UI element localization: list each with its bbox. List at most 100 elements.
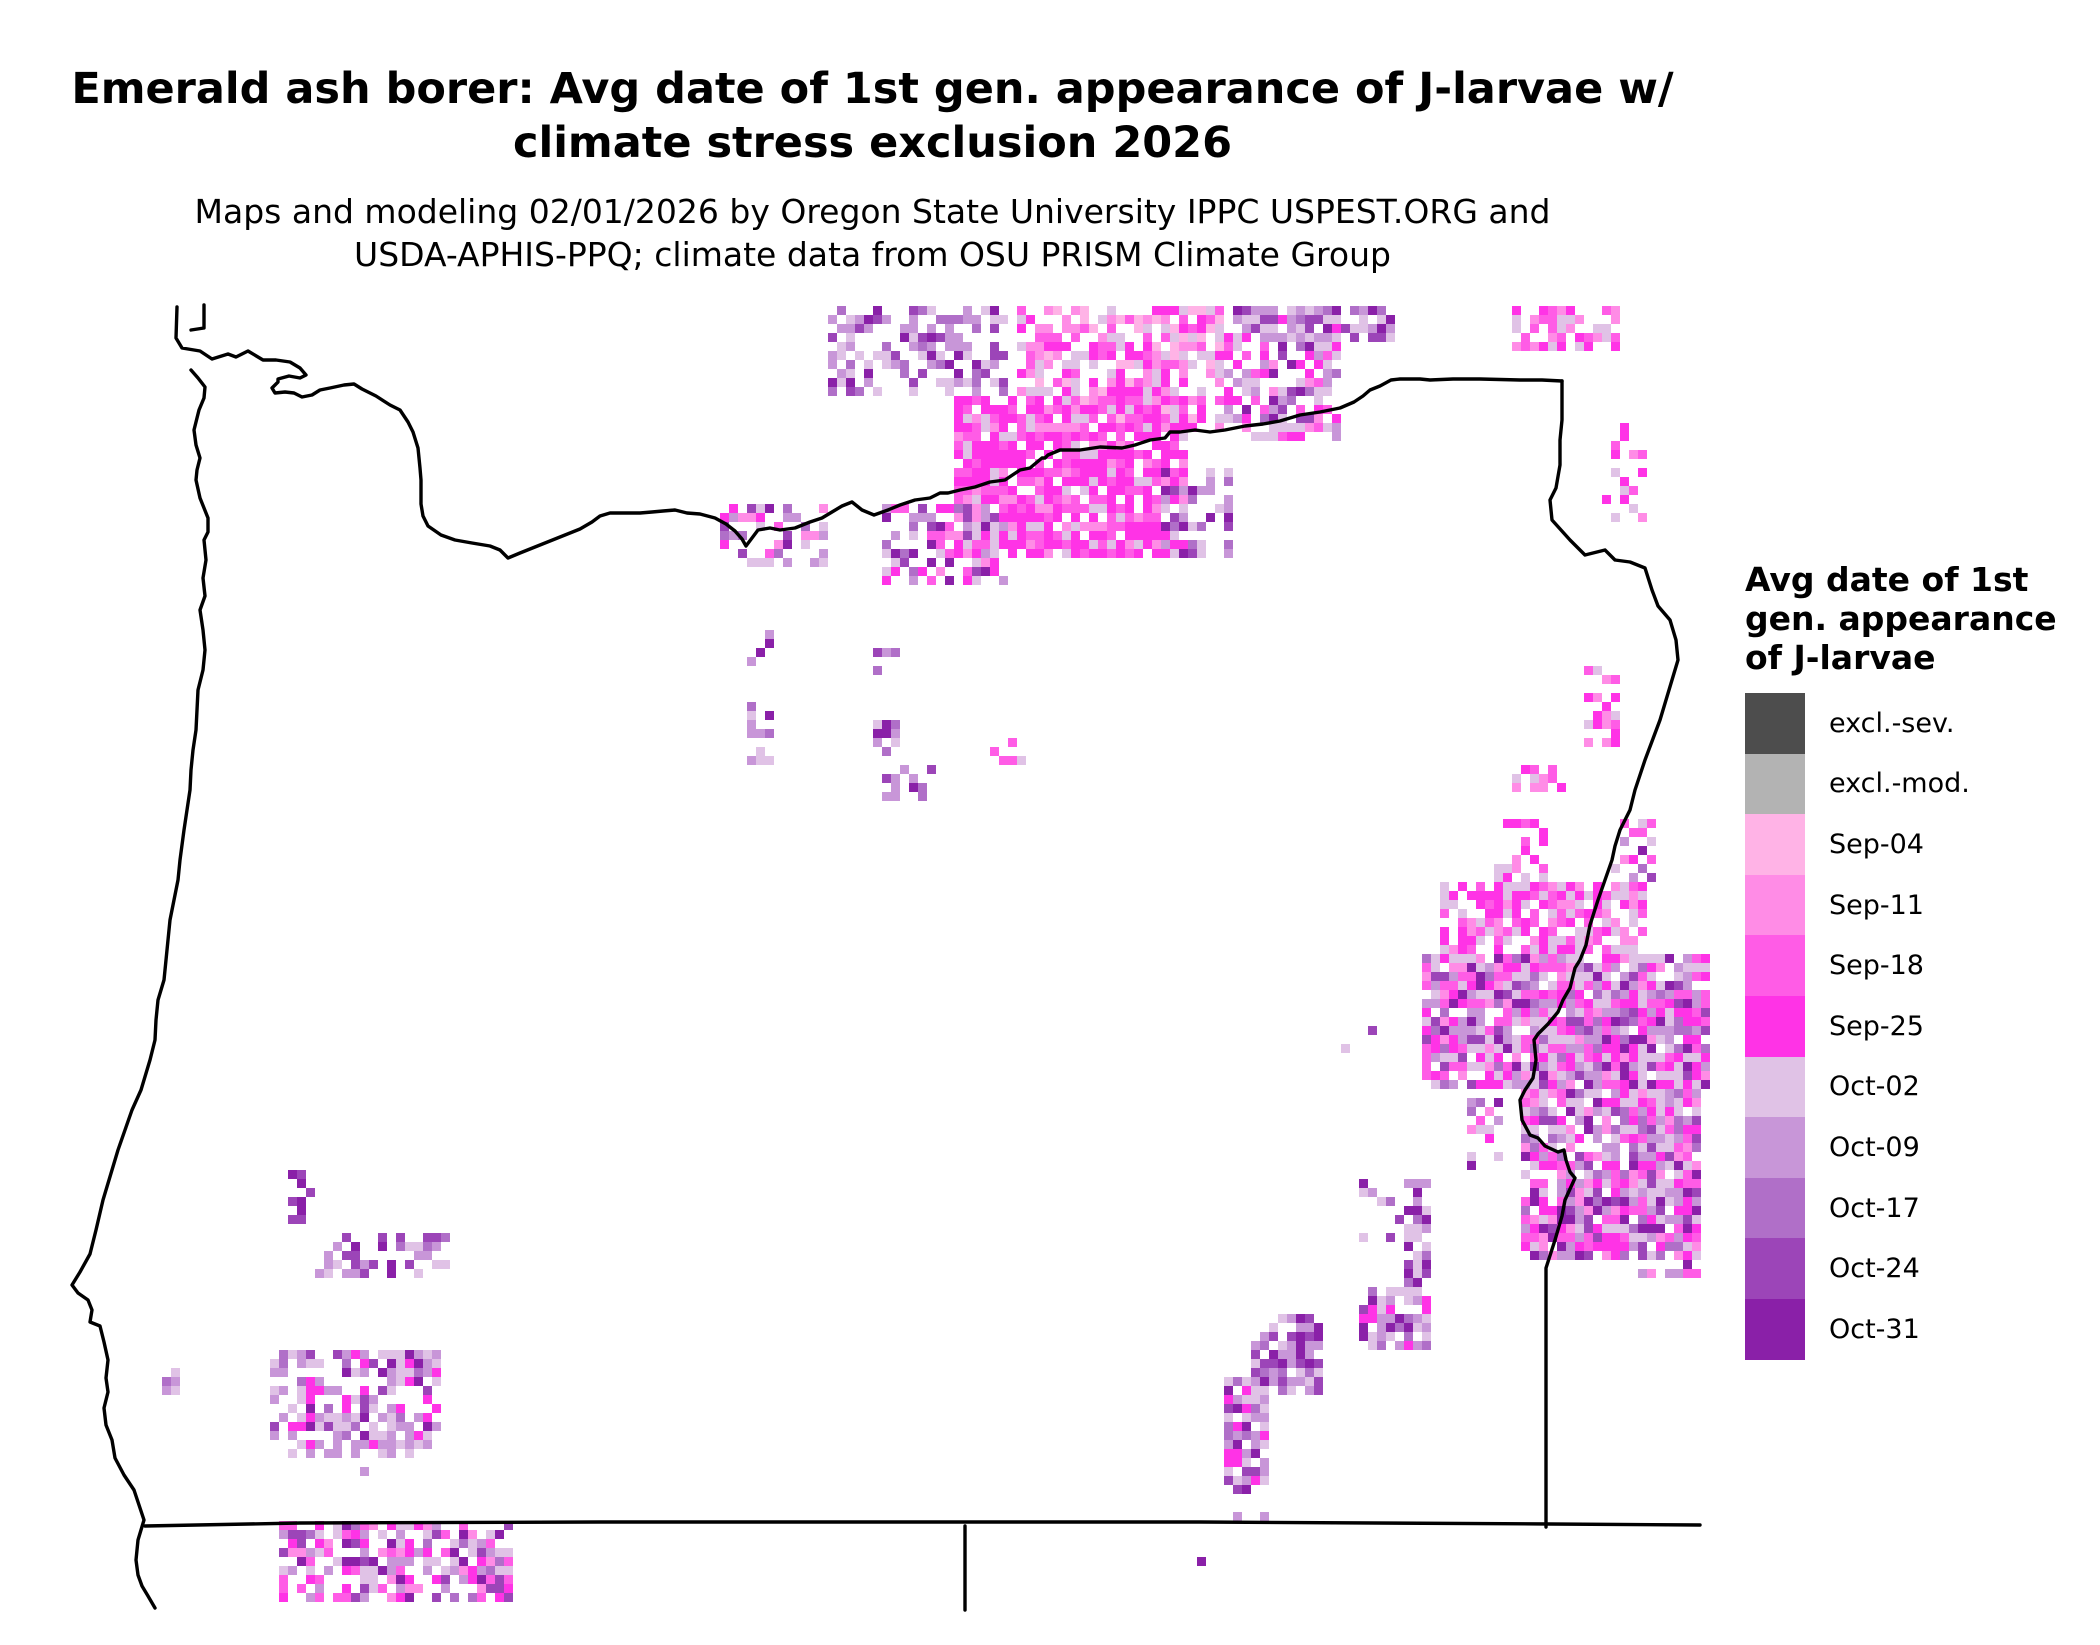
subtitle: Maps and modeling 02/01/2026 by Oregon S… xyxy=(0,190,1745,276)
raster-cell xyxy=(1242,306,1251,315)
raster-cell xyxy=(954,378,963,387)
raster-cell xyxy=(1053,396,1062,405)
raster-cell xyxy=(1305,1341,1314,1350)
raster-cell xyxy=(990,540,999,549)
raster-cell xyxy=(495,1566,504,1575)
raster-cell xyxy=(1017,756,1026,765)
raster-cell xyxy=(1638,513,1647,522)
raster-cell xyxy=(1476,1125,1485,1134)
raster-cell xyxy=(1206,369,1215,378)
raster-cell xyxy=(990,567,999,576)
raster-cell xyxy=(1242,1467,1251,1476)
raster-cell xyxy=(1629,1125,1638,1134)
raster-cell xyxy=(324,1539,333,1548)
raster-cell xyxy=(1422,1008,1431,1017)
raster-cell xyxy=(306,1395,315,1404)
raster-cell xyxy=(1161,351,1170,360)
raster-cell xyxy=(297,1548,306,1557)
raster-cell xyxy=(360,1548,369,1557)
raster-cell xyxy=(1494,891,1503,900)
raster-cell xyxy=(1017,531,1026,540)
raster-cell xyxy=(1125,477,1134,486)
raster-cell xyxy=(999,450,1008,459)
raster-cell xyxy=(1359,1332,1368,1341)
raster-cell xyxy=(1143,486,1152,495)
raster-cell xyxy=(1503,1008,1512,1017)
raster-cell xyxy=(1602,1098,1611,1107)
raster-cell xyxy=(396,1359,405,1368)
raster-cell xyxy=(747,558,756,567)
raster-cell xyxy=(1485,909,1494,918)
raster-cell xyxy=(1674,990,1683,999)
raster-cell xyxy=(1368,1026,1377,1035)
raster-cell xyxy=(1611,954,1620,963)
raster-cell xyxy=(1458,981,1467,990)
raster-cell xyxy=(1548,1062,1557,1071)
raster-cell xyxy=(1377,306,1386,315)
raster-cell xyxy=(1224,477,1233,486)
raster-cell xyxy=(981,459,990,468)
raster-cell xyxy=(1152,531,1161,540)
raster-cell xyxy=(171,1386,180,1395)
raster-cell xyxy=(495,1530,504,1539)
raster-cell xyxy=(1665,990,1674,999)
raster-cell xyxy=(1593,1170,1602,1179)
raster-cell xyxy=(1359,1314,1368,1323)
raster-cell xyxy=(1287,1386,1296,1395)
raster-cell xyxy=(873,351,882,360)
raster-cell xyxy=(1440,1062,1449,1071)
raster-cell xyxy=(729,513,738,522)
raster-cell xyxy=(315,1548,324,1557)
raster-cell xyxy=(333,1422,342,1431)
raster-cell xyxy=(1692,1224,1701,1233)
raster-cell xyxy=(1251,369,1260,378)
raster-cell xyxy=(1278,1314,1287,1323)
raster-cell xyxy=(1089,405,1098,414)
raster-cell xyxy=(1593,1026,1602,1035)
raster-cell xyxy=(378,1242,387,1251)
raster-cell xyxy=(504,1521,513,1530)
raster-cell xyxy=(891,738,900,747)
raster-cell xyxy=(1629,972,1638,981)
raster-cell xyxy=(1233,396,1242,405)
raster-cell xyxy=(954,432,963,441)
raster-cell xyxy=(891,729,900,738)
raster-cell xyxy=(1539,945,1548,954)
raster-cell xyxy=(1125,351,1134,360)
raster-cell xyxy=(1098,504,1107,513)
raster-cell xyxy=(1422,1296,1431,1305)
raster-cell xyxy=(891,360,900,369)
raster-cell xyxy=(963,576,972,585)
raster-cell xyxy=(1467,990,1476,999)
raster-cell xyxy=(1539,1071,1548,1080)
raster-cell xyxy=(414,1269,423,1278)
raster-cell xyxy=(1629,1233,1638,1242)
raster-cell xyxy=(1080,468,1089,477)
raster-cell xyxy=(1440,909,1449,918)
raster-cell xyxy=(972,567,981,576)
raster-cell xyxy=(387,1377,396,1386)
raster-cell xyxy=(1692,990,1701,999)
raster-cell xyxy=(1125,414,1134,423)
raster-cell xyxy=(1674,1116,1683,1125)
raster-cell xyxy=(909,342,918,351)
raster-cell xyxy=(1224,1377,1233,1386)
raster-cell xyxy=(1458,936,1467,945)
raster-cell xyxy=(855,387,864,396)
raster-cell xyxy=(972,450,981,459)
raster-cell xyxy=(1296,1332,1305,1341)
raster-cell xyxy=(297,1530,306,1539)
raster-cell xyxy=(1449,891,1458,900)
raster-cell xyxy=(1566,1035,1575,1044)
raster-cell xyxy=(288,1431,297,1440)
raster-cell xyxy=(1620,936,1629,945)
raster-cell xyxy=(1539,927,1548,936)
raster-cell xyxy=(1413,1341,1422,1350)
raster-cell xyxy=(1611,1053,1620,1062)
raster-cell xyxy=(909,774,918,783)
raster-cell xyxy=(1485,1044,1494,1053)
raster-cell xyxy=(1602,1179,1611,1188)
raster-cell xyxy=(981,360,990,369)
legend-item: Oct-02 xyxy=(1745,1056,2085,1118)
raster-cell xyxy=(882,504,891,513)
